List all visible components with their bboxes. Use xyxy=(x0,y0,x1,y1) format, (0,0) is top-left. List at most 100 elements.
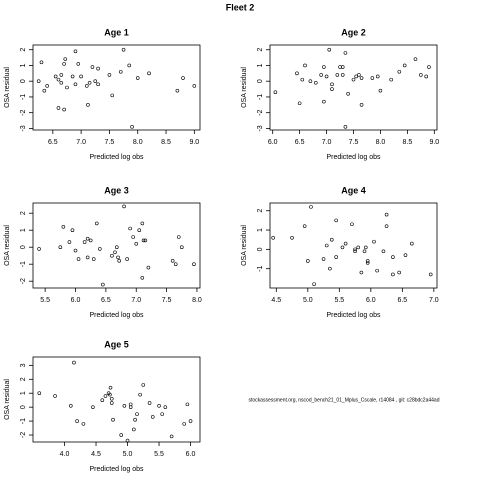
x-tick-label: 7.0 xyxy=(429,297,439,304)
point xyxy=(185,402,190,407)
point xyxy=(81,422,86,426)
x-tick-label: 6.5 xyxy=(295,139,305,146)
point xyxy=(327,47,332,52)
point xyxy=(36,79,41,84)
x-tick-label: 5.5 xyxy=(40,297,50,304)
point xyxy=(75,419,79,423)
point xyxy=(72,360,76,365)
panel-title: Age 3 xyxy=(104,185,129,195)
point xyxy=(290,235,294,240)
x-tick-label: 6.0 xyxy=(268,139,278,146)
x-axis-label: Predicted log obs xyxy=(89,466,144,473)
point xyxy=(330,82,334,87)
point xyxy=(118,69,123,74)
y-tick-label: 1 xyxy=(257,63,264,67)
point xyxy=(303,63,307,68)
point xyxy=(324,243,329,248)
point xyxy=(391,272,395,277)
point xyxy=(96,82,100,87)
point xyxy=(271,235,275,240)
y-tick-label: -3 xyxy=(257,125,264,131)
point xyxy=(113,250,117,255)
point xyxy=(359,103,364,107)
plot-frame xyxy=(32,44,201,131)
figure-title: Fleet 2 xyxy=(226,2,255,12)
point xyxy=(324,74,329,79)
y-tick-label: 1 xyxy=(20,63,27,67)
point xyxy=(101,282,105,287)
point xyxy=(98,247,102,251)
x-axis-label: Predicted log obs xyxy=(326,312,381,319)
point xyxy=(141,238,146,243)
point xyxy=(125,438,130,443)
point xyxy=(37,247,41,251)
y-axis-label: OSA residual xyxy=(4,225,11,266)
point xyxy=(397,270,401,275)
x-tick-label: 7.5 xyxy=(162,297,172,304)
y-tick-label: 1 xyxy=(20,391,27,395)
point xyxy=(176,235,181,239)
point xyxy=(76,257,81,261)
y-axis-label: OSA residual xyxy=(241,225,248,266)
plot-frame xyxy=(32,202,201,289)
panel-title: Age 1 xyxy=(104,27,129,37)
point xyxy=(322,65,326,69)
point xyxy=(402,63,407,68)
point xyxy=(122,403,127,408)
point xyxy=(58,245,63,249)
point xyxy=(42,88,47,93)
y-tick-label: -2 xyxy=(20,278,27,284)
point xyxy=(96,66,100,71)
point xyxy=(302,224,307,228)
point xyxy=(125,257,129,261)
y-tick-label: 2 xyxy=(257,48,264,52)
point xyxy=(359,270,364,275)
point xyxy=(45,84,49,88)
x-tick-label: 5.5 xyxy=(334,297,344,304)
point xyxy=(403,253,408,257)
y-tick-label: 2 xyxy=(20,48,27,52)
y-tick-label: 0 xyxy=(257,79,264,83)
x-tick-label: 6.0 xyxy=(71,297,81,304)
x-tick-label: 5.5 xyxy=(154,451,164,458)
x-tick-label: 8.5 xyxy=(161,139,171,146)
x-tick-label: 6.5 xyxy=(48,139,58,146)
x-tick-label: 4.5 xyxy=(271,297,281,304)
y-axis-label: OSA residual xyxy=(4,379,11,420)
point xyxy=(91,405,95,409)
plot-frame xyxy=(269,202,438,289)
point xyxy=(62,62,66,66)
point xyxy=(88,238,93,243)
panel-title: Age 5 xyxy=(104,339,129,349)
y-tick-label: 0 xyxy=(20,405,27,409)
point xyxy=(334,218,338,223)
point xyxy=(59,73,64,77)
y-tick-label: -2 xyxy=(20,109,27,115)
point xyxy=(130,125,134,129)
plot-frame xyxy=(269,44,438,131)
point xyxy=(87,80,92,85)
x-tick-label: 8.0 xyxy=(133,139,143,146)
point xyxy=(91,257,96,261)
point xyxy=(84,84,89,88)
point xyxy=(389,77,394,82)
point xyxy=(384,224,389,228)
point xyxy=(69,403,73,408)
point xyxy=(163,405,168,409)
point xyxy=(157,403,161,408)
x-axis-label: Predicted log obs xyxy=(326,154,381,161)
point xyxy=(133,417,137,422)
point xyxy=(273,90,278,95)
x-axis-label: Predicted log obs xyxy=(89,312,144,319)
x-tick-label: 7.0 xyxy=(131,297,141,304)
x-tick-label: 4.5 xyxy=(91,451,101,458)
point xyxy=(350,222,354,227)
point xyxy=(192,84,197,88)
point xyxy=(351,77,356,82)
x-tick-label: 7.0 xyxy=(322,139,332,146)
y-tick-label: -2 xyxy=(20,432,27,438)
x-tick-label: 7.5 xyxy=(349,139,359,146)
point xyxy=(295,71,299,76)
point xyxy=(86,103,90,107)
